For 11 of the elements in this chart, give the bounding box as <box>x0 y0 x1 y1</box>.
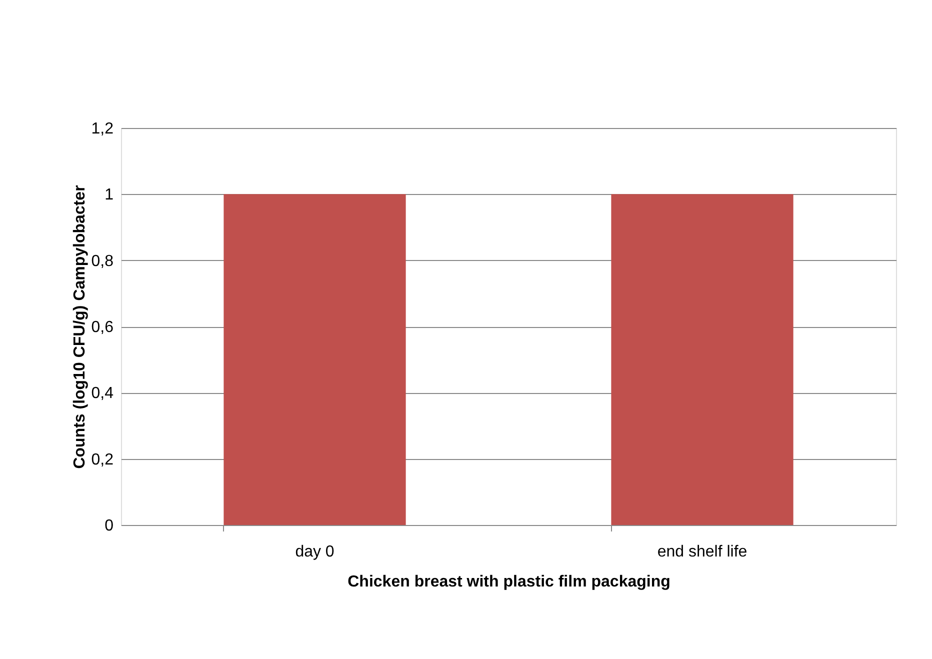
y-tick-label: 0,2 <box>91 451 114 468</box>
x-tick-label: end shelf life <box>657 544 748 560</box>
x-tick-label: day 0 <box>295 544 334 560</box>
y-tick-label: 0,4 <box>91 385 114 402</box>
y-tick-label: 0,6 <box>91 319 114 336</box>
y-tick-label: 0 <box>104 518 114 534</box>
y-tick-label: 1,2 <box>91 120 114 138</box>
y-tick-label: 0,8 <box>91 252 114 270</box>
y-tick-label: 1 <box>104 186 114 204</box>
y-axis-title: Counts (log10 CFU/g) Campylobacter <box>71 185 88 469</box>
x-axis-title: Chicken breast with plastic film packaging <box>348 574 670 590</box>
